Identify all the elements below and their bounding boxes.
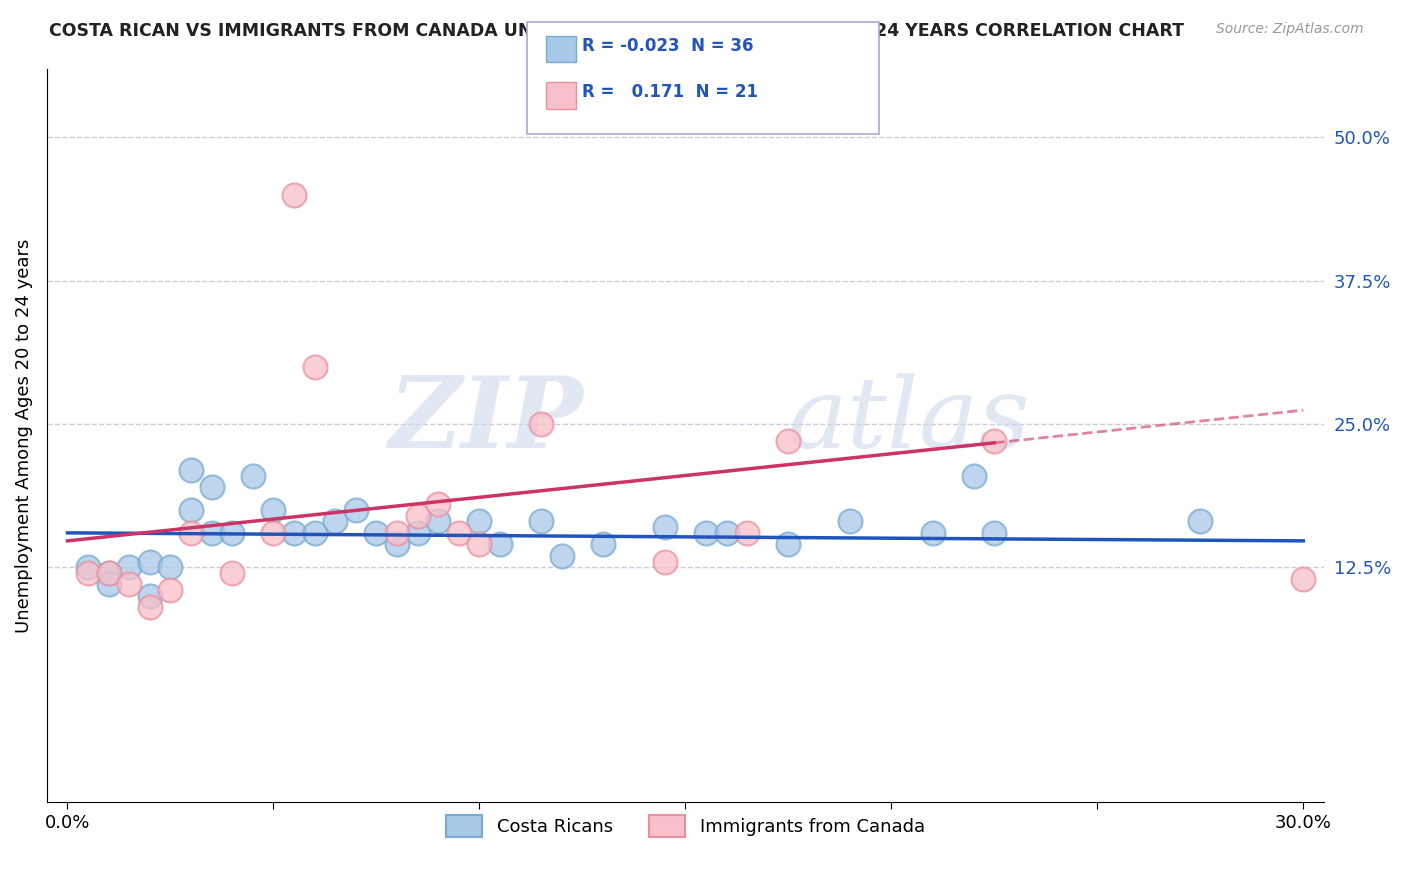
Point (592, 537, 614, 551)
Point (530, 515, 553, 529)
Point (695, 525, 717, 540)
Text: R = -0.023  N = 36: R = -0.023 N = 36 (582, 37, 754, 55)
Point (427, 497, 450, 511)
Point (366, 525, 388, 540)
Point (97, 577, 120, 591)
Point (1189, 515, 1212, 529)
Point (778, 434, 800, 449)
Text: COSTA RICAN VS IMMIGRANTS FROM CANADA UNEMPLOYMENT AMONG AGES 20 TO 24 YEARS COR: COSTA RICAN VS IMMIGRANTS FROM CANADA UN… (49, 22, 1184, 40)
Point (839, 515, 862, 529)
Point (159, 583, 181, 598)
Point (983, 525, 1005, 540)
Point (242, 468, 264, 483)
Point (180, 503, 202, 517)
Text: Source: ZipAtlas.com: Source: ZipAtlas.com (1216, 22, 1364, 37)
Point (468, 537, 491, 551)
Point (97, 566, 120, 580)
Point (118, 577, 141, 591)
Point (77, 560, 100, 574)
Legend: Costa Ricans, Immigrants from Canada: Costa Ricans, Immigrants from Canada (439, 808, 932, 845)
Point (489, 537, 512, 551)
Point (551, 549, 574, 563)
Point (406, 508, 429, 523)
Point (1292, 572, 1315, 586)
Point (406, 525, 429, 540)
Point (963, 468, 986, 483)
Point (201, 525, 224, 540)
Point (283, 525, 305, 540)
Point (221, 566, 243, 580)
Point (530, 417, 553, 431)
Point (180, 463, 202, 477)
Point (304, 359, 326, 374)
Point (735, 525, 758, 540)
Point (654, 554, 676, 568)
Text: atlas: atlas (787, 373, 1031, 468)
Point (304, 525, 326, 540)
Point (654, 520, 676, 534)
Point (385, 525, 408, 540)
Point (159, 560, 181, 574)
Point (118, 560, 141, 574)
Text: ZIP: ZIP (388, 373, 583, 469)
Point (139, 554, 162, 568)
Point (983, 434, 1005, 449)
Point (180, 525, 202, 540)
Point (262, 503, 284, 517)
Point (385, 537, 408, 551)
Point (97, 566, 120, 580)
Point (427, 515, 450, 529)
Point (221, 525, 243, 540)
Point (778, 537, 800, 551)
Point (283, 187, 305, 202)
Y-axis label: Unemployment Among Ages 20 to 24 years: Unemployment Among Ages 20 to 24 years (15, 238, 32, 632)
Text: R =   0.171  N = 21: R = 0.171 N = 21 (582, 83, 758, 101)
Point (323, 515, 346, 529)
Point (201, 480, 224, 494)
Point (447, 525, 470, 540)
Point (344, 503, 367, 517)
Point (139, 589, 162, 603)
Point (77, 566, 100, 580)
Point (921, 525, 943, 540)
Point (262, 525, 284, 540)
Point (139, 600, 162, 615)
Point (468, 515, 491, 529)
Point (716, 525, 738, 540)
